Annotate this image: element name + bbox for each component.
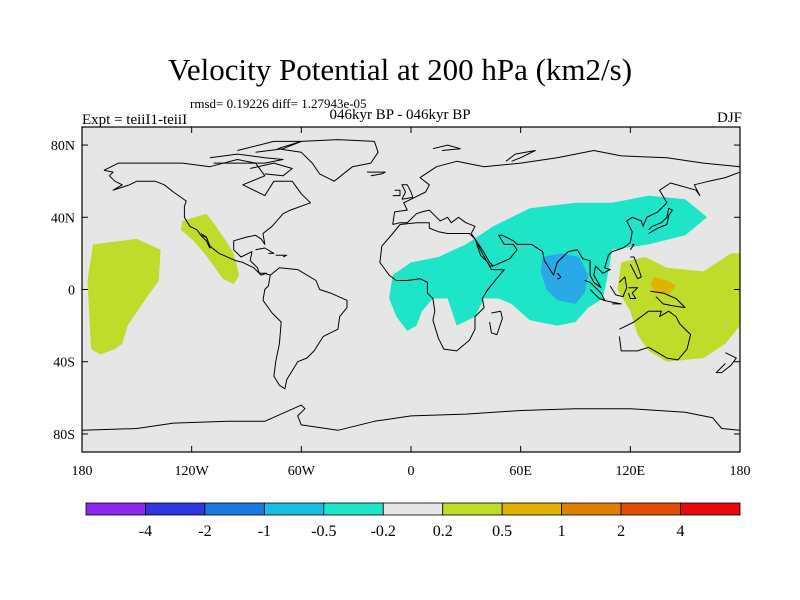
colorbar-box [442, 502, 503, 516]
y-tick-label: 40S [53, 356, 75, 371]
colorbar-box [620, 502, 681, 516]
coastline-ireland [392, 189, 401, 197]
coastline-madagascar [489, 310, 503, 336]
colorbar-label: -2 [198, 523, 211, 540]
y-tick-label: 0 [68, 284, 75, 299]
coastline-borneo [609, 276, 628, 298]
coastline-taiwan [629, 243, 635, 251]
x-tick-label: 120W [175, 464, 210, 479]
coastline-sri-lanka [556, 272, 562, 280]
coastline-ellesmere-island [237, 140, 302, 153]
region-positive-central-pacific [87, 238, 161, 355]
map-axes: 180 120W 60W 0 60E 120E 180 80N 40N 0 40S 80S [51, 127, 751, 479]
y-tick-label: 80N [51, 139, 75, 154]
colorbar-label: 0.2 [433, 523, 453, 540]
coastline-north-america [103, 159, 311, 276]
coastline-philippines [629, 256, 642, 280]
coastline-new-zealand [715, 352, 737, 374]
region-positive-western-pacific-core [650, 276, 676, 295]
region-positive-eastern-pacific [180, 213, 240, 285]
coastline-arabian-peninsula-coast [474, 238, 494, 267]
coastline-greenland [277, 139, 379, 182]
coastline-svalbard [432, 144, 461, 151]
coastline-africa [379, 222, 505, 352]
period-label: 046kyr BP - 046kyr BP [329, 107, 471, 123]
region-negative-indian-ocean-core [540, 253, 589, 304]
experiment-label: Expt = teiiI1-teiiI [82, 112, 188, 128]
colorbar-box [501, 502, 563, 516]
coastline-antarctica [82, 404, 740, 431]
page-title: Velocity Potential at 200 hPa (km2/s) [167, 52, 633, 87]
region-positive-maritime-continent [617, 253, 740, 362]
colorbar-label: -0.5 [311, 523, 336, 540]
coastline-novaya-zemlya [505, 150, 536, 162]
coastline-baja-california [200, 233, 211, 249]
y-tick-label: 80S [53, 428, 75, 443]
coastline-cuba [255, 247, 275, 254]
colorbar-label: -1 [258, 523, 271, 540]
coastline-new-guinea [650, 290, 686, 309]
coastline-hispaniola [275, 254, 288, 258]
colorbar-box [204, 502, 265, 516]
colorbar-label: 4 [677, 523, 685, 540]
colorbar-box [561, 502, 622, 516]
colorbar-box [263, 502, 325, 516]
x-tick-label: 180 [730, 464, 751, 479]
colorbar-box [145, 502, 206, 516]
coastline-great-britain [401, 184, 414, 200]
coastline-java [602, 299, 622, 305]
coastline-japan [648, 207, 673, 234]
stats-label: rmsd= 0.19226 diff= 1.27943e-05 [190, 96, 367, 111]
colorbar-box [85, 502, 146, 516]
coastlines [82, 139, 740, 431]
velocity-potential-fill [87, 195, 740, 362]
coastline-south-america [262, 267, 348, 390]
coastline-iceland [367, 171, 386, 177]
coastline-canadian-archipelago [209, 153, 284, 164]
colorbar-box [323, 502, 384, 516]
coastline-eurasia [392, 150, 740, 289]
coastline-baffin-island [250, 162, 293, 177]
colorbar-label: 1 [558, 523, 566, 540]
colorbar-box [382, 502, 444, 516]
coastline-australia [618, 310, 692, 361]
x-tick-label: 60E [509, 464, 532, 479]
colorbar-label: 0.5 [492, 523, 512, 540]
coastline-sulawesi [628, 287, 639, 299]
y-tick-label: 40N [51, 211, 75, 226]
colorbar-box [680, 502, 741, 516]
colorbar-label: -4 [139, 523, 152, 540]
x-tick-label: 180 [72, 464, 93, 479]
x-tick-label: 0 [408, 464, 415, 479]
colorbar-label: 2 [617, 523, 625, 540]
colorbar: -4 -2 -1 -0.5 -0.2 0.2 0.5 1 2 4 [85, 502, 741, 540]
x-tick-label: 60W [288, 464, 316, 479]
colorbar-label: -0.2 [371, 523, 396, 540]
x-tick-label: 120E [616, 464, 646, 479]
coastline-sumatra [584, 280, 606, 301]
season-label: DJF [716, 110, 742, 126]
